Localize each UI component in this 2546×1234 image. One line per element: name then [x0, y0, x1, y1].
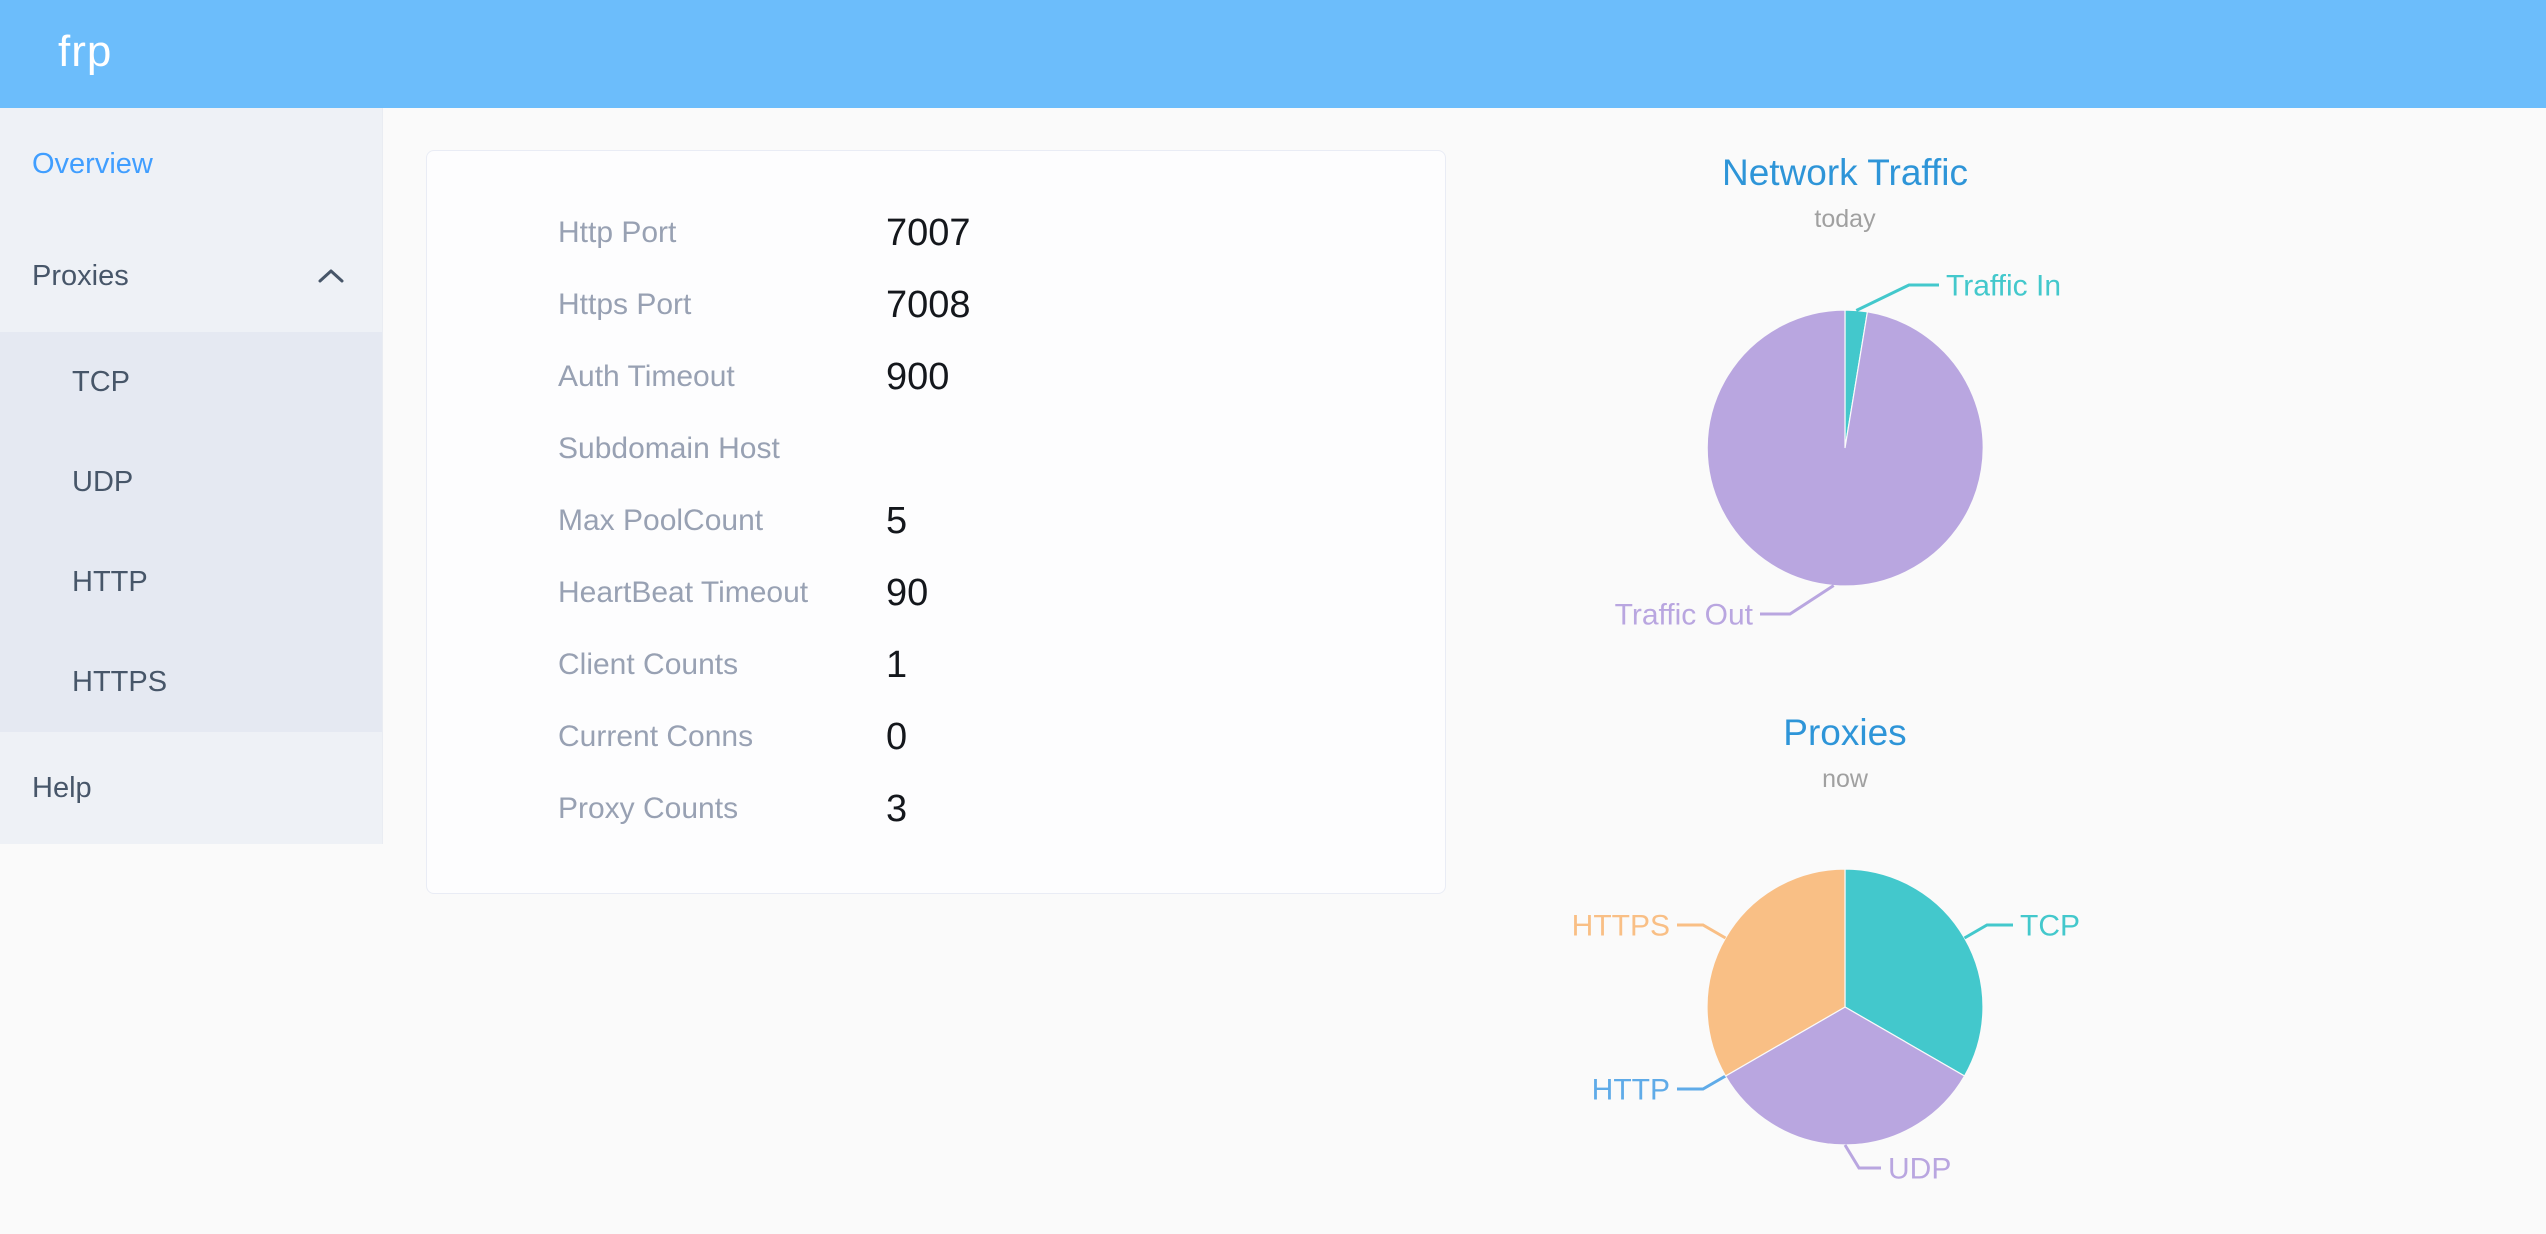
sidebar: Overview Proxies TCP UDP HTTP HTTPS Help: [0, 108, 383, 844]
overview-card: Http Port 7007 Https Port 7008 Auth Time…: [426, 150, 1446, 894]
network-traffic-pie-chart: Traffic In Traffic Out: [1615, 270, 2061, 632]
chevron-up-icon: [318, 269, 344, 283]
pie-label-line-udp: [1843, 1144, 1881, 1170]
config-row-label: Https Port: [558, 288, 692, 321]
sidebar-item-tcp[interactable]: TCP: [72, 365, 130, 398]
sidebar-item-udp[interactable]: UDP: [72, 465, 134, 498]
config-row-value: 900: [886, 355, 950, 398]
pie-label-traffic-in: Traffic In: [1946, 270, 2061, 303]
network-traffic-chart-title: Network Traffic: [1721, 152, 1969, 193]
pie-label-traffic-out: Traffic Out: [1615, 599, 1754, 632]
proxies-chart-subtitle: now: [1822, 765, 1868, 793]
config-row: Http Port 7007: [427, 197, 1445, 269]
config-row-label: Http Port: [558, 216, 677, 249]
config-row-value: 7008: [886, 283, 971, 326]
pie-label-https: HTTPS: [1572, 910, 1670, 943]
network-traffic-chart-subtitle: today: [1814, 205, 1876, 233]
sidebar-item-label: Proxies: [32, 259, 129, 292]
sidebar-item-overview[interactable]: Overview: [0, 108, 382, 220]
app-logo: frp: [58, 27, 113, 76]
config-row: Max PoolCount 5: [427, 485, 1445, 557]
pie-label-http: HTTP: [1592, 1074, 1670, 1107]
config-row-label: Current Conns: [558, 720, 754, 753]
proxies-pie-chart: TCP UDP HTTP HTTPS: [1572, 868, 2080, 1186]
proxies-chart-title: Proxies: [1783, 712, 1907, 753]
config-row-value: 1: [886, 643, 908, 686]
config-row: Https Port 7008: [427, 269, 1445, 341]
config-row-label: HeartBeat Timeout: [558, 576, 809, 609]
sidebar-item-http[interactable]: HTTP: [72, 565, 148, 598]
config-row: HeartBeat Timeout 90: [427, 557, 1445, 629]
config-row-value: 90: [886, 571, 929, 614]
config-row: Proxy Counts 3: [427, 773, 1445, 845]
pie-slice-tcp[interactable]: [1844, 868, 1984, 1077]
config-row: Client Counts 1: [427, 629, 1445, 701]
config-row: Subdomain Host: [427, 413, 1445, 485]
config-row-value: 7007: [886, 211, 971, 254]
sidebar-item-label: Overview: [32, 147, 153, 180]
config-row-label: Auth Timeout: [558, 360, 735, 393]
pie-label-line-tcp: [1963, 923, 2013, 940]
config-row-label: Subdomain Host: [558, 432, 780, 465]
pie-slice-traffic-out[interactable]: [1706, 309, 1984, 587]
pie-label-line-http: [1677, 1074, 1727, 1091]
pie-label-line-traffic-out: [1760, 584, 1835, 616]
config-row-label: Max PoolCount: [558, 504, 764, 537]
app-header: frp: [0, 0, 2546, 108]
config-row-value: 5: [886, 499, 908, 542]
sidebar-item-https[interactable]: HTTPS: [72, 665, 168, 698]
config-row-value: 0: [886, 715, 908, 758]
sidebar-item-label: Help: [32, 771, 92, 804]
pie-slice-udp[interactable]: [1724, 1006, 1966, 1146]
pie-label-line-traffic-in: [1855, 283, 1939, 312]
sidebar-item-help[interactable]: Help: [0, 732, 382, 844]
config-row-label: Client Counts: [558, 648, 739, 681]
config-row-value: 3: [886, 787, 908, 830]
config-row: Auth Timeout 900: [427, 341, 1445, 413]
pie-label-udp: UDP: [1888, 1153, 1951, 1186]
pie-label-line-https: [1677, 923, 1727, 940]
config-row: Current Conns 0: [427, 701, 1445, 773]
sidebar-submenu-proxies: TCP UDP HTTP HTTPS: [0, 332, 382, 732]
config-row-label: Proxy Counts: [558, 792, 739, 825]
sidebar-item-proxies[interactable]: Proxies: [0, 220, 382, 332]
pie-label-tcp: TCP: [2020, 910, 2080, 943]
